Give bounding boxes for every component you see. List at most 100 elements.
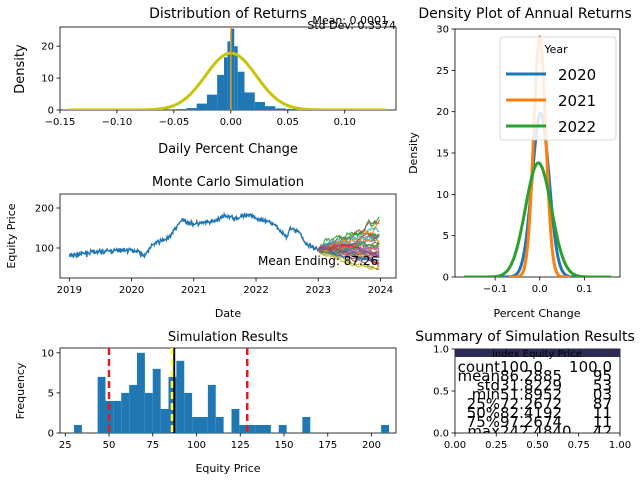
simresults-axes: 25 50 75 100 125 150 175 200 0 5 10 [41, 347, 397, 451]
mc-sim-path [317, 245, 380, 258]
summary-row-label: std [477, 376, 500, 394]
summary-row-label: 75% [467, 413, 500, 431]
simresults-xtick-label: 200 [362, 440, 381, 451]
simresults-bar [152, 368, 161, 433]
density-axes: −0.1 0.0 0.1 0 5 10 15 20 25 30 [436, 25, 621, 295]
density-xtick-label: 0.1 [576, 284, 592, 295]
simresults-bar [200, 416, 208, 433]
returns-bar [217, 74, 225, 110]
simresults-bar [176, 360, 185, 433]
summary-row-value-2: 03 [593, 386, 612, 404]
simresults-xtick-label: 75 [146, 440, 159, 451]
simresults-bar [97, 376, 106, 433]
returns-xlabel: Daily Percent Change [158, 142, 298, 157]
mc-sim-path [317, 249, 380, 260]
montecarlo-ytick-label: 100 [35, 244, 54, 255]
returns-mean-annotation: Mean: 0.0001 [312, 14, 388, 27]
simresults-bar [239, 424, 248, 433]
summary-xtick-label: 0.00 [444, 440, 466, 451]
montecarlo-xtick-label: 2020 [119, 285, 144, 296]
summary-table-header: index Equity Price [492, 349, 582, 360]
returns-kde-line [67, 51, 386, 110]
montecarlo-axes: 2019 2020 2021 2022 2023 2024 100 200 [35, 193, 397, 296]
density-line-2022 [463, 161, 612, 277]
summary-row-value: 31.8229 [500, 376, 562, 394]
density-legend-label-2022: 2022 [558, 118, 596, 136]
simresults-xtick-label: 25 [59, 440, 72, 451]
returns-ylabel: Density [13, 44, 28, 94]
returns-xtick-label: 0.00 [220, 117, 242, 128]
returns-bar [265, 106, 276, 110]
summary-row-value-2: 11 [593, 404, 612, 422]
summary-row-value-2: 42 [593, 422, 612, 440]
summary-row-value: 72.2672 [500, 395, 562, 413]
summary-xtick-label: 0.25 [485, 440, 507, 451]
returns-bar [254, 102, 266, 110]
density-ytick-label: 10 [436, 190, 449, 201]
summary-ytick-label: 0.0 [433, 429, 449, 440]
mc-frame [59, 193, 397, 279]
simresults-title: Simulation Results [168, 330, 289, 345]
mc-mean-ending-annotation: Mean Ending: 87.26 [258, 254, 378, 268]
summary-axes: 0.00 0.25 0.50 0.75 1.00 0.0 0.5 1.0 [433, 345, 631, 452]
returns-bar [227, 41, 231, 110]
simresults-bar [121, 392, 130, 433]
montecarlo-xtick-label: 2019 [57, 285, 82, 296]
simresults-bar [263, 424, 271, 433]
returns-title: Distribution of Returns [149, 6, 307, 22]
returns-bar [237, 71, 245, 110]
density-ytick-label: 5 [443, 231, 449, 242]
density-ytick-label: 20 [436, 107, 449, 118]
summary-row-label: count [458, 358, 500, 376]
summary-row-label: min [472, 386, 500, 404]
simresults-xtick-label: 50 [103, 440, 116, 451]
simresults-ylabel: Frequency [14, 362, 27, 419]
montecarlo-ytick-label: 200 [35, 204, 54, 215]
density-legend-label-2020: 2020 [558, 66, 596, 84]
simresults-ytick-label: 0 [48, 429, 54, 440]
simresults-bar [184, 392, 193, 433]
returns-xtick-label: 0.10 [334, 117, 356, 128]
density-frame [454, 28, 621, 278]
simresults-bar [381, 424, 389, 433]
summary-ytick-label: 1.0 [433, 345, 449, 356]
density-xlabel: Percent Change [493, 307, 580, 320]
density-xtick-label: 0.0 [532, 284, 548, 295]
density-ytick-label: 30 [436, 25, 449, 36]
density-legend: Year 2020 2021 2022 [499, 36, 617, 141]
summary-row-label: 25% [467, 395, 500, 413]
density-legend-title: Year [543, 43, 568, 56]
simresults-frame [59, 347, 397, 434]
montecarlo-xtick-label: 2021 [181, 285, 206, 296]
simresults-bar [192, 416, 200, 433]
montecarlo-xtick-label: 2024 [368, 285, 393, 296]
simresults-ytick-label: 5 [48, 388, 54, 399]
simresults-xtick-label: 150 [274, 440, 293, 451]
returns-bar [206, 94, 218, 110]
simresults-bar [278, 424, 287, 433]
simresults-bar [137, 352, 145, 433]
summary-row-value-2: 53 [593, 376, 612, 394]
summary-xtick-label: 0.75 [568, 440, 590, 451]
summary-row-value: 97.2674 [500, 413, 562, 431]
mc-sim-path [317, 240, 380, 257]
density-ytick-label: 15 [436, 149, 449, 160]
summary-row-value: 82.4192 [500, 404, 562, 422]
summary-row-value-2: 11 [593, 413, 612, 431]
returns-bar [186, 108, 197, 110]
returns-bar [234, 46, 238, 110]
returns-bar [230, 28, 235, 110]
summary-xtick-label: 1.00 [609, 440, 631, 451]
density-xtick-label: −0.1 [483, 284, 507, 295]
montecarlo-xtick-label: 2022 [243, 285, 268, 296]
mc-sim-path [317, 249, 380, 270]
summary-row-value-2: 87 [593, 395, 612, 413]
returns-xtick-label: 0.05 [277, 117, 299, 128]
simresults-xtick-label: 100 [187, 440, 206, 451]
simresults-bar [74, 424, 82, 433]
simresults-xlabel: Equity Price [195, 462, 260, 475]
simresults-bar [113, 400, 122, 433]
density-ytick-label: 25 [436, 66, 449, 77]
mc-title: Monte Carlo Simulation [152, 175, 304, 190]
